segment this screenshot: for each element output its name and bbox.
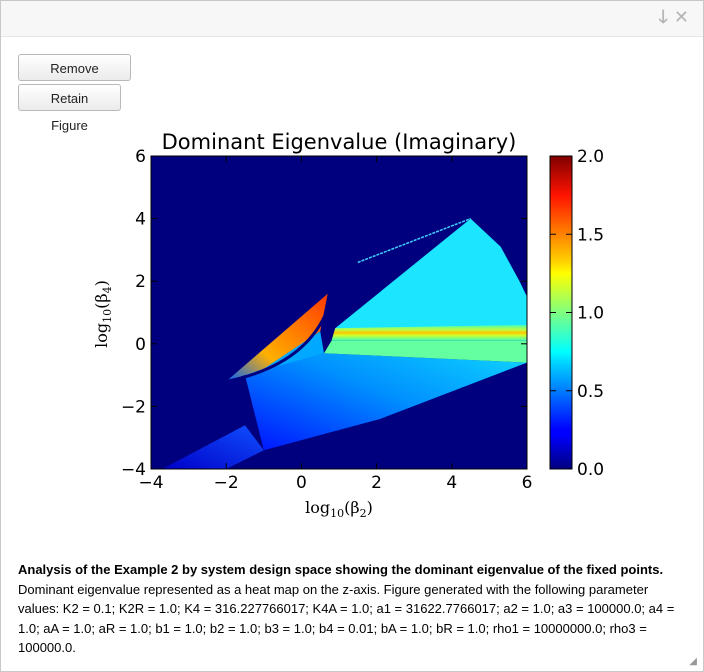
x-tick-label: −2 (214, 473, 239, 493)
x-tick-label: 4 (446, 473, 457, 493)
retain-figure-button[interactable]: Retain Figure (18, 84, 121, 133)
x-tick-label: 0 (296, 473, 307, 493)
caption-bold: Analysis of the Example 2 by system desi… (18, 562, 664, 577)
x-tick-label: 2 (371, 473, 382, 493)
colorbar-tick-label: 0.5 (577, 382, 604, 402)
colorbar-tick-label: 1.0 (577, 304, 604, 324)
x-tick-label: −4 (138, 473, 163, 493)
colorbar-ticks: 0.0 0.5 1.0 1.5 2.0 (550, 147, 604, 480)
region-upper-band-top (335, 218, 527, 341)
heatmap-regions (162, 217, 527, 469)
y-tick-label: 0 (135, 335, 146, 355)
x-axis-ticks: −4 −2 0 2 4 6 (138, 156, 532, 493)
resize-grip-icon[interactable]: ◢ (689, 656, 697, 667)
region-lower-wedge (245, 337, 527, 451)
caption-text: Dominant eigenvalue represented as a hea… (18, 581, 675, 656)
y-tick-label: 4 (135, 210, 146, 230)
region-upper-band-bottom (324, 340, 527, 363)
plot-frame (150, 155, 528, 470)
chart-title: Dominant Eigenvalue (Imaginary) (162, 130, 517, 154)
region-bottom-tail (162, 425, 264, 469)
eigenvalue-heatmap-chart: −4 −2 0 2 4 6 −4 −2 0 2 4 6 Dominant Eigenvalue (I… (92, 130, 604, 520)
region-upper-band-mid (331, 325, 527, 341)
y-tick-label: 2 (135, 272, 146, 292)
y-axis-ticks: −4 −2 0 2 4 6 (121, 147, 527, 480)
x-axis-label: log10(β2) (305, 498, 373, 520)
arrow-down-icon[interactable]: 🡓 (658, 7, 668, 28)
figure-caption: Analysis of the Example 2 by system desi… (18, 560, 688, 658)
close-icon[interactable]: ✕ (673, 7, 689, 28)
y-tick-label: 6 (135, 147, 146, 167)
y-tick-label: −4 (121, 460, 146, 480)
region-left-wedge (226, 293, 328, 382)
region-left-wedge-fade (245, 331, 324, 376)
y-tick-label: −2 (121, 397, 146, 417)
line-streak (357, 217, 471, 264)
x-tick-label: 6 (522, 473, 533, 493)
y-axis-label: log10(β4) (92, 280, 114, 348)
colorbar-tick-label: 0.0 (577, 460, 604, 480)
dialog-titlebar: 🡓 ✕ (1, 1, 703, 37)
remove-figure-button[interactable]: Remove Figure (18, 54, 131, 103)
colorbar-tick-label: 2.0 (577, 147, 604, 167)
dark-curve (225, 308, 330, 383)
colorbar-tick-label: 1.5 (577, 225, 604, 245)
